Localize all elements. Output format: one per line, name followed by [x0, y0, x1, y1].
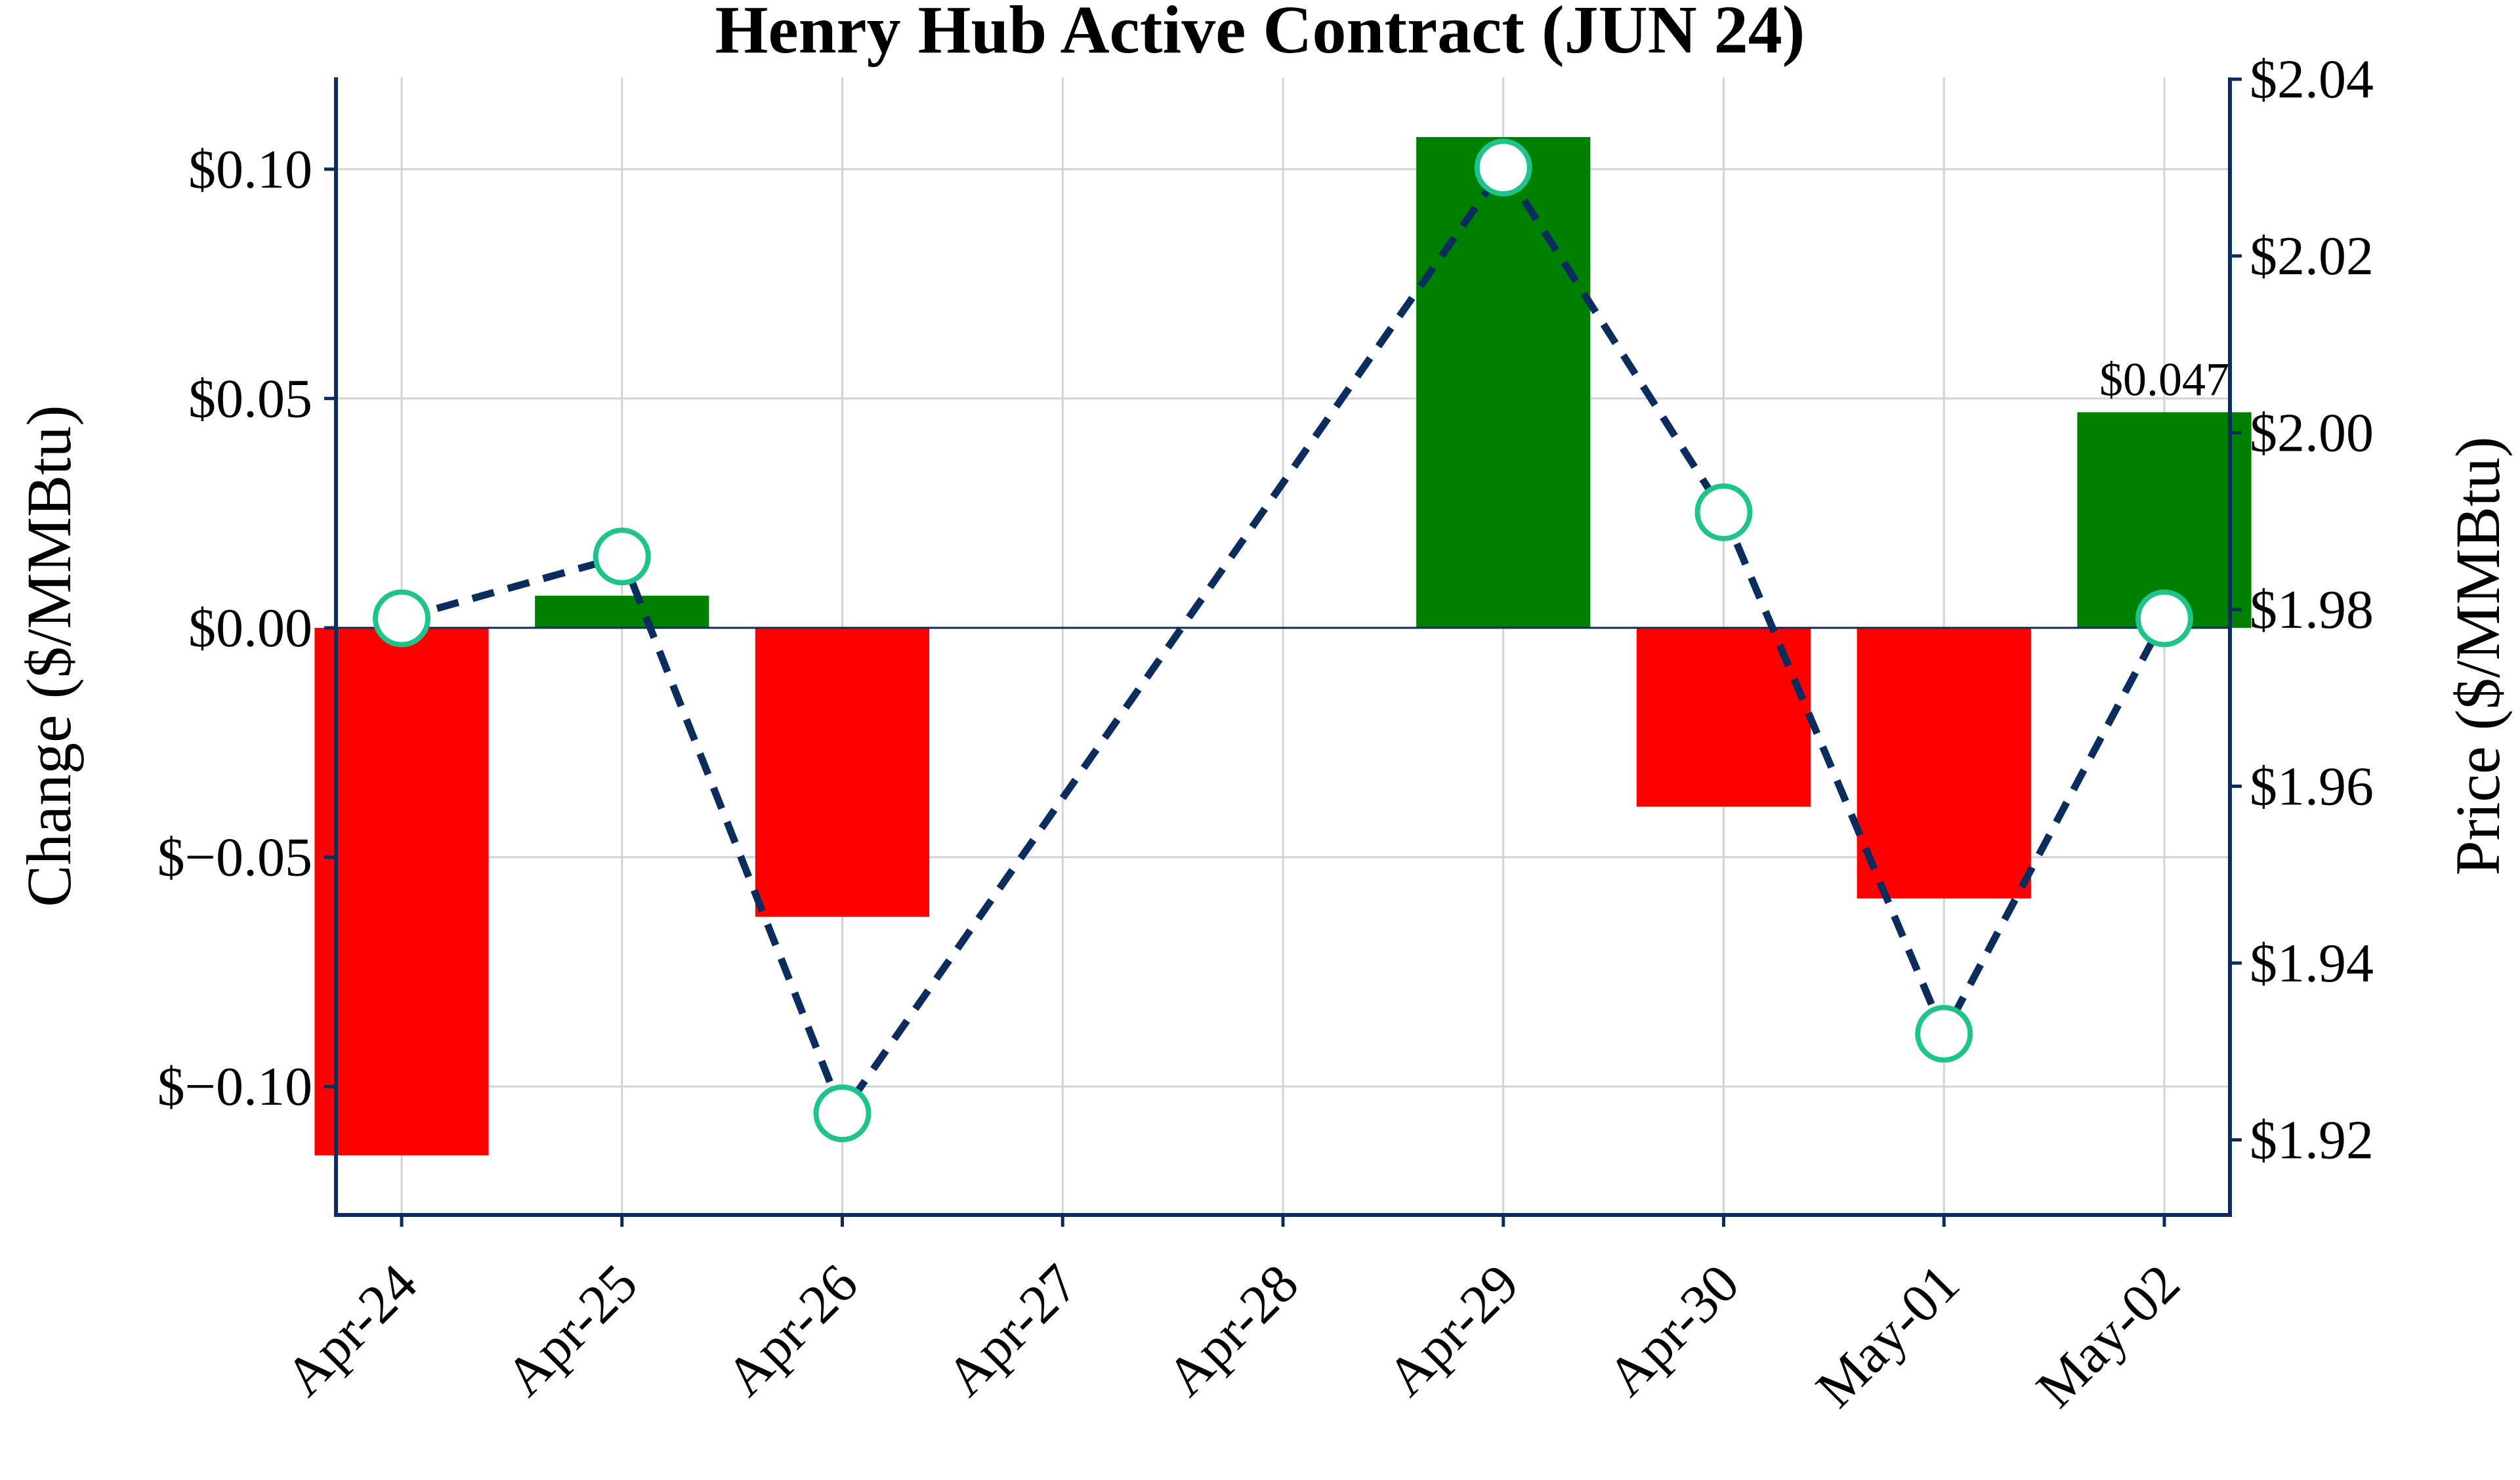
y-right-tick-label: $2.00 — [2250, 403, 2374, 464]
price-point-apr-24 — [373, 589, 430, 648]
axes-layer — [324, 77, 2242, 1227]
x-tick-label: May-02 — [2025, 1253, 2192, 1420]
x-tick-label: Apr-30 — [1596, 1253, 1751, 1408]
x-tick-label: Apr-29 — [1376, 1253, 1530, 1408]
bars-layer — [314, 136, 2252, 1156]
bar-apr-29 — [1416, 136, 1591, 628]
chart-title: Henry Hub Active Contract (JUN 24) — [715, 0, 1805, 68]
y-left-tick-label: $−0.10 — [158, 1056, 312, 1117]
price-point-apr-26 — [813, 1084, 872, 1143]
y-right-tick-label: $1.98 — [2250, 579, 2374, 640]
price-point-may-01 — [1915, 1004, 1973, 1063]
y-right-tick-label: $2.04 — [2250, 49, 2374, 110]
y-right-tick-label: $1.92 — [2250, 1109, 2374, 1170]
y-right-tick-label: $1.94 — [2250, 933, 2374, 994]
y-left-tick-label: $0.05 — [188, 368, 312, 429]
bar-may-01 — [1857, 628, 2031, 899]
price-point-apr-30 — [1694, 483, 1753, 541]
x-tick-label: Apr-28 — [1155, 1253, 1310, 1408]
price-point-apr-25 — [593, 527, 651, 586]
y-left-tick-label: $−0.05 — [158, 827, 312, 888]
bar-apr-25 — [535, 596, 709, 628]
x-tick-label: Apr-25 — [494, 1253, 649, 1408]
price-point-apr-29 — [1474, 138, 1532, 197]
x-tick-label: Apr-27 — [935, 1253, 1090, 1408]
y-left-tick-label: $0.10 — [188, 139, 312, 200]
x-tick-label: Apr-26 — [715, 1253, 870, 1408]
price-line-layer — [373, 138, 2193, 1143]
bar-value-label: $0.047 — [2099, 353, 2229, 405]
y-axis-left-label: Change ($/MMBtu) — [14, 405, 84, 907]
x-tick-label: Apr-24 — [274, 1253, 429, 1408]
bar-apr-26 — [755, 628, 930, 917]
y-right-tick-label: $2.02 — [2250, 226, 2374, 287]
y-axis-right-label: Price ($/MMBtu) — [2443, 436, 2513, 875]
y-right-tick-label: $1.96 — [2250, 756, 2374, 817]
x-tick-label: May-01 — [1805, 1253, 1971, 1420]
bar-apr-24 — [314, 628, 489, 1156]
y-left-tick-label: $0.00 — [188, 598, 312, 659]
price-point-may-02 — [2135, 589, 2193, 648]
